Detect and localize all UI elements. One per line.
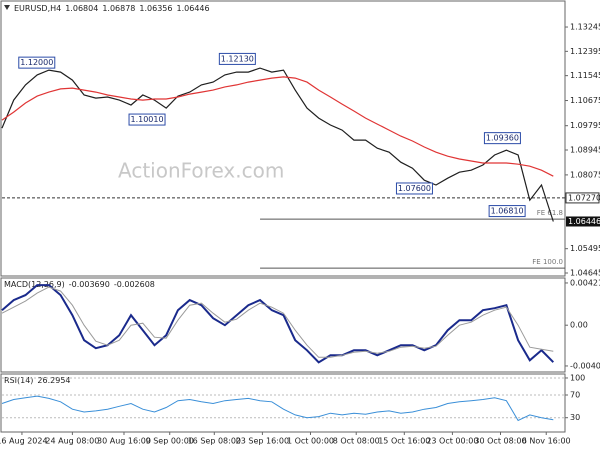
annotation-box	[395, 182, 433, 195]
pane-title: MACD(12,26,9) -0.003690 -0.002608	[4, 280, 155, 289]
ohlc-value: 1.06804	[65, 4, 98, 13]
x-tick-label: 30 Oct 08:00	[474, 437, 526, 446]
annotation-label: 1.06810	[491, 207, 524, 216]
series-line	[1, 67, 554, 222]
last-price-label: 1.06446	[568, 217, 600, 226]
annotation-box	[218, 52, 256, 65]
series-line	[1, 395, 554, 422]
y-tick-label: 100	[570, 373, 585, 382]
x-tick-label: 6 Nov 16:00	[522, 437, 571, 446]
y-tick-label: 0.004215	[570, 278, 600, 287]
y-tick-label: 70	[570, 390, 580, 399]
level-label-box	[565, 192, 600, 204]
pane-title-text: RSI(14)	[4, 376, 33, 385]
x-tick-label: 9 Sep 00:00	[146, 437, 194, 446]
pane-title: RSI(14) 26.2954	[4, 376, 71, 385]
annotation-label: 1.09360	[486, 134, 519, 143]
price-pane	[0, 0, 566, 277]
y-tick-label: 1.11545	[570, 71, 600, 80]
symbol-icon	[4, 5, 10, 10]
annotation-label: 1.12000	[20, 58, 53, 67]
rsi-pane	[0, 373, 566, 433]
annotation-label: 1.07600	[398, 184, 431, 193]
x-tick-label: 15 Oct 16:00	[378, 437, 430, 446]
series-line	[1, 286, 554, 358]
watermark: ActionForex.com	[118, 159, 284, 183]
level-label: 1.07270	[568, 193, 600, 202]
x-tick-label: 24 Aug 08:00	[45, 437, 99, 446]
last-price-box	[566, 216, 600, 227]
y-tick-label: 1.13245	[570, 23, 600, 32]
x-tick-label: 23 Sep 16:00	[236, 437, 289, 446]
annotation-box	[483, 132, 521, 145]
pane-title: EURUSD,H4 1.06804 1.06878 1.06356 1.06446	[14, 4, 210, 13]
x-tick-label: 30 Aug 16:00	[97, 437, 151, 446]
y-tick-label: 1.05495	[570, 244, 600, 253]
pane-title-text: MACD(12,26,9)	[4, 280, 65, 289]
readout-value: -0.002608	[114, 280, 155, 289]
fib-label: FE 100.0	[532, 258, 563, 266]
series-line	[1, 284, 555, 364]
readout-value: -0.003690	[69, 280, 110, 289]
pane-title-text: EURUSD,H4	[14, 4, 61, 13]
series-line	[1, 76, 554, 177]
annotation-label: 1.10010	[130, 115, 163, 124]
annotation-box	[488, 205, 526, 218]
fib-label: FE 61.8	[537, 209, 563, 217]
ohlc-value: 1.06878	[102, 4, 135, 13]
annotation-box	[128, 113, 166, 126]
annotation-box	[18, 56, 56, 69]
y-tick-label: 0.00	[570, 321, 588, 330]
y-tick-label: 1.09795	[570, 121, 600, 130]
ohlc-value: 1.06356	[139, 4, 172, 13]
y-tick-label: 1.10675	[570, 96, 600, 105]
x-tick-label: 1 Oct 00:00	[287, 437, 334, 446]
annotation-label: 1.12130	[221, 54, 254, 63]
y-tick-label: 1.04645	[570, 268, 600, 277]
x-tick-label: 16 Aug 2024	[0, 437, 48, 446]
x-tick-label: 23 Oct 00:00	[426, 437, 478, 446]
x-tick-label: 16 Sep 08:00	[188, 437, 241, 446]
ohlc-value: 1.06446	[177, 4, 210, 13]
x-tick-label: 8 Oct 08:00	[333, 437, 380, 446]
y-tick-label: 1.08945	[570, 146, 600, 155]
y-tick-label: 1.12395	[570, 47, 600, 56]
y-tick-label: -0.004067	[570, 361, 600, 370]
y-tick-label: 1.08075	[570, 170, 600, 179]
y-tick-label: 30	[570, 413, 580, 422]
readout-value: 26.2954	[37, 376, 70, 385]
